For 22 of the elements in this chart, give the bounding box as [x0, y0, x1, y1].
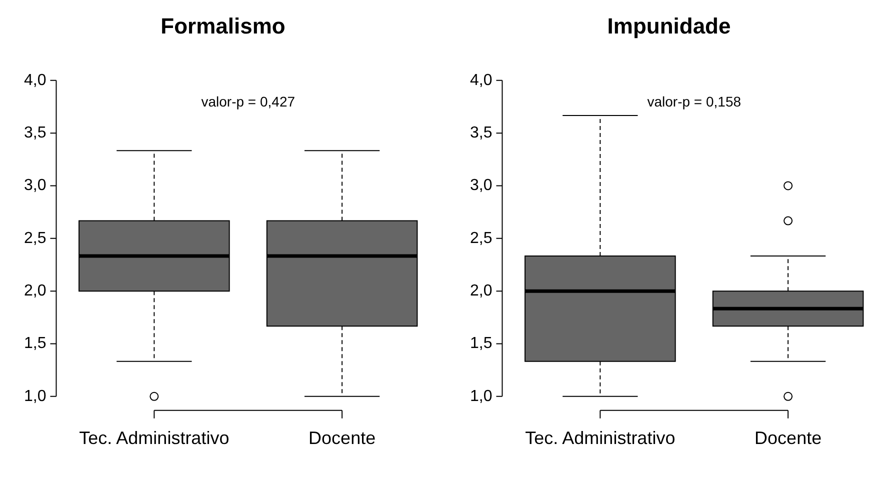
y-tick-label: 3,0 — [470, 177, 492, 194]
y-tick-label: 1,0 — [470, 388, 492, 405]
x-tick-label: Docente — [754, 428, 822, 448]
annotation: valor-p = 0,427 — [201, 93, 296, 110]
y-tick-label: 2,0 — [470, 282, 492, 300]
y-tick-label: 3,0 — [24, 177, 46, 194]
y-tick-label: 3,5 — [24, 124, 46, 142]
x-tick-label: Tec. Administrativo — [525, 428, 676, 448]
x-tick-label: Docente — [308, 428, 376, 448]
y-tick-label: 3,5 — [470, 124, 492, 142]
chart-title: Impunidade — [607, 13, 731, 38]
y-tick-label: 4,0 — [24, 72, 46, 89]
y-tick-label: 2,5 — [24, 230, 46, 247]
y-tick-label: 1,0 — [24, 388, 46, 405]
y-tick-label: 4,0 — [470, 72, 492, 89]
y-tick-label: 1,5 — [24, 335, 46, 352]
annotation: valor-p = 0,158 — [647, 93, 742, 110]
y-tick-label: 2,0 — [24, 282, 46, 300]
y-tick-label: 2,5 — [470, 230, 492, 247]
x-tick-label: Tec. Administrativo — [79, 428, 230, 448]
y-tick-label: 1,5 — [470, 335, 492, 352]
chart-title: Formalismo — [160, 13, 286, 38]
